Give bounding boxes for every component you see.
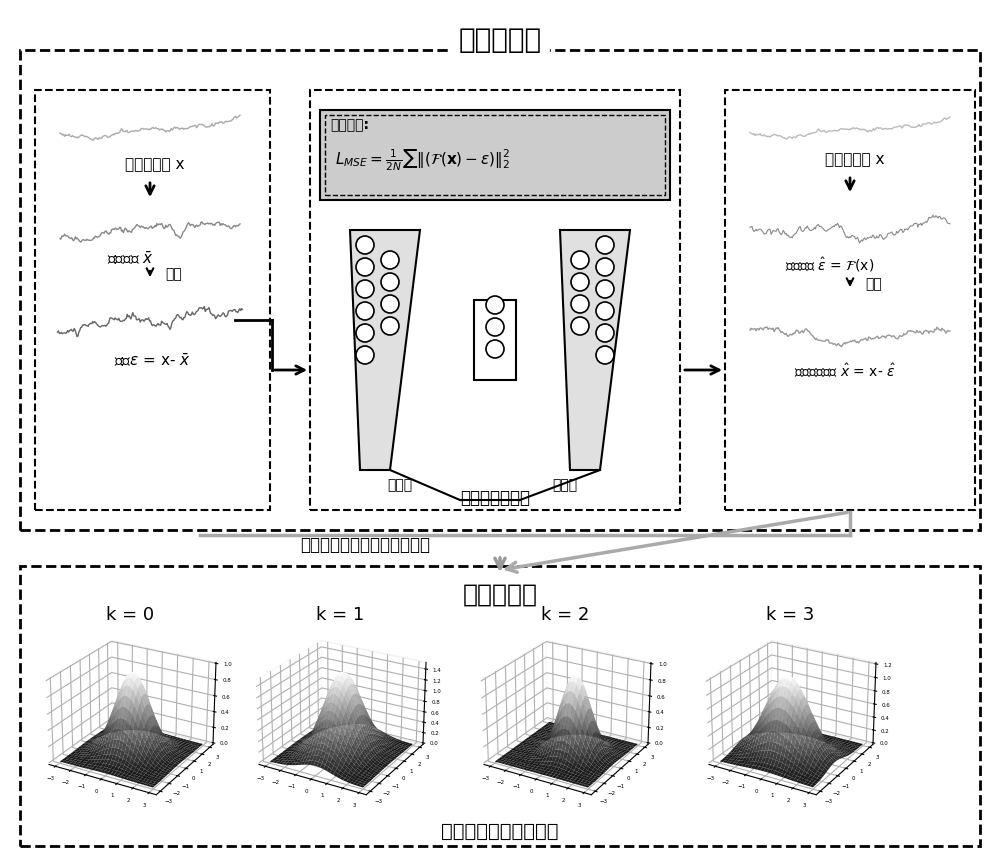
Text: 能量迹降噪后用于侧信道攻击: 能量迹降噪后用于侧信道攻击 <box>300 536 430 554</box>
Text: k = 1: k = 1 <box>316 606 364 624</box>
Text: 生成噪声 $\hat{\varepsilon}$ = $\mathcal{F}$(x): 生成噪声 $\hat{\varepsilon}$ = $\mathcal{F}$… <box>785 255 875 275</box>
Circle shape <box>571 317 589 335</box>
Circle shape <box>486 318 504 336</box>
Circle shape <box>381 251 399 269</box>
Text: k = 3: k = 3 <box>766 606 814 624</box>
Text: 降噪预处理: 降噪预处理 <box>458 26 542 54</box>
Text: 编码器: 编码器 <box>387 478 413 492</box>
Circle shape <box>381 295 399 313</box>
Text: 区分器构建并恢复密钥: 区分器构建并恢复密钥 <box>441 822 559 841</box>
Circle shape <box>596 346 614 364</box>
Circle shape <box>381 317 399 335</box>
Bar <box>20 50 980 530</box>
Circle shape <box>596 280 614 298</box>
Text: 噪声$\varepsilon$ = x- $\bar{x}$: 噪声$\varepsilon$ = x- $\bar{x}$ <box>114 352 190 368</box>
Text: 原始能量迹 x: 原始能量迹 x <box>125 158 185 172</box>
Bar <box>310 90 680 510</box>
Bar <box>725 90 975 510</box>
Circle shape <box>571 251 589 269</box>
Text: 做差: 做差 <box>865 277 882 291</box>
Circle shape <box>356 280 374 298</box>
Text: 降噪后能量迹 $\hat{x}$ = x- $\hat{\varepsilon}$: 降噪后能量迹 $\hat{x}$ = x- $\hat{\varepsilon}… <box>794 361 896 379</box>
Circle shape <box>596 302 614 320</box>
Bar <box>35 90 270 510</box>
Bar <box>325 115 665 195</box>
Circle shape <box>356 324 374 342</box>
Text: 解码器: 解码器 <box>552 478 578 492</box>
Circle shape <box>486 296 504 314</box>
Text: 组内均值 $\bar{x}$: 组内均值 $\bar{x}$ <box>107 249 153 267</box>
Circle shape <box>356 302 374 320</box>
Text: 降噪自动编码机: 降噪自动编码机 <box>460 489 530 507</box>
Text: 侧信道攻击: 侧信道攻击 <box>462 583 538 607</box>
Text: k = 0: k = 0 <box>106 606 154 624</box>
Circle shape <box>381 273 399 291</box>
Circle shape <box>356 258 374 276</box>
Circle shape <box>571 273 589 291</box>
Bar <box>320 110 670 200</box>
Text: 原始能量迹 x: 原始能量迹 x <box>825 152 885 167</box>
Polygon shape <box>350 230 420 470</box>
Circle shape <box>596 236 614 254</box>
Polygon shape <box>560 230 630 470</box>
Bar <box>474 300 516 380</box>
Text: 做差: 做差 <box>165 267 182 281</box>
Bar <box>20 566 980 846</box>
Circle shape <box>571 295 589 313</box>
Text: $L_{MSE} = \frac{1}{2N}\sum\|(\mathcal{F}(\mathbf{x})-\epsilon)\|_2^2$: $L_{MSE} = \frac{1}{2N}\sum\|(\mathcal{F… <box>335 147 510 173</box>
Circle shape <box>596 324 614 342</box>
Circle shape <box>596 258 614 276</box>
Circle shape <box>356 236 374 254</box>
Text: 损失函数:: 损失函数: <box>330 118 369 132</box>
Text: k = 2: k = 2 <box>541 606 589 624</box>
Circle shape <box>356 346 374 364</box>
Circle shape <box>486 340 504 358</box>
